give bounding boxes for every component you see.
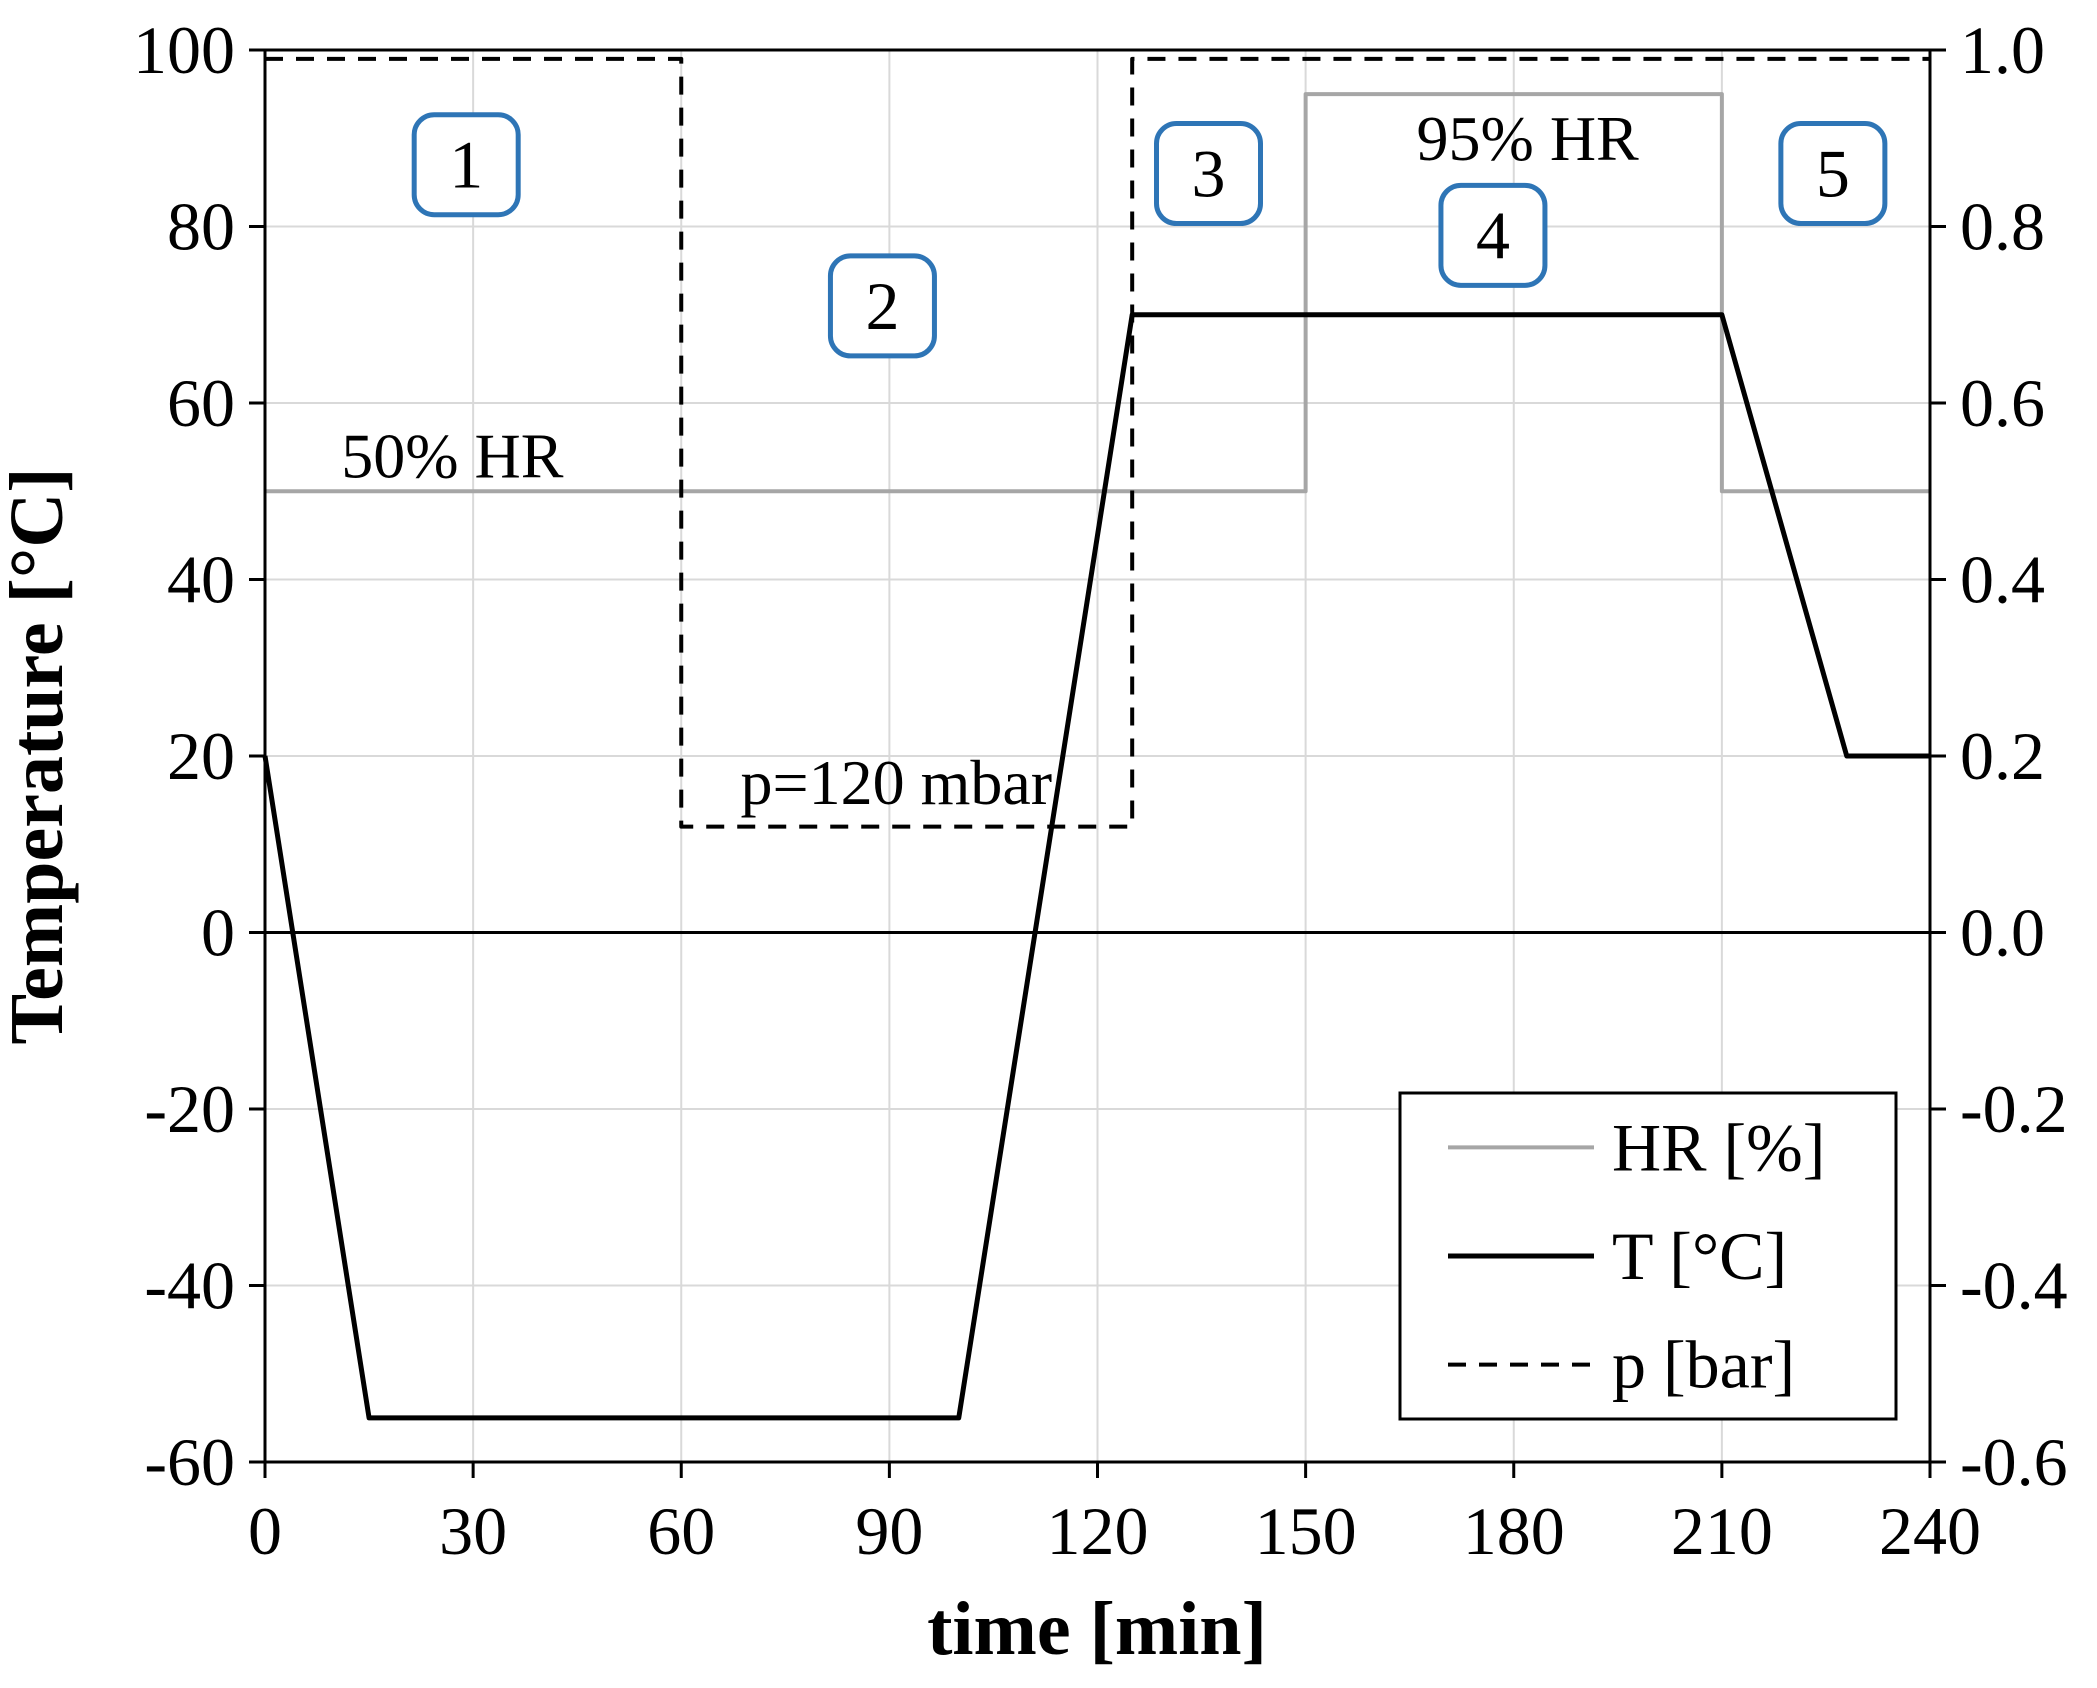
annotation-hr-50: 50% HR [341, 420, 564, 491]
phase-box-3 [1154, 121, 1263, 227]
phase-box-1 [411, 112, 521, 218]
legend-label-t: T [°C] [1612, 1218, 1787, 1294]
x-tick-label: 150 [1255, 1493, 1357, 1569]
left-tick-label: -60 [144, 1424, 235, 1500]
x-tick-label: 0 [248, 1493, 282, 1569]
annotation-p-120: p=120 mbar [741, 747, 1053, 818]
left-tick-label: 100 [133, 12, 235, 88]
right-tick-label: -0.6 [1960, 1424, 2068, 1500]
left-tick-label: -40 [144, 1248, 235, 1324]
x-tick-label: 30 [439, 1493, 507, 1569]
right-tick-label: 1.0 [1960, 12, 2045, 88]
left-tick-label: 80 [167, 189, 235, 265]
x-axis-title: time [min] [927, 1587, 1267, 1671]
annotation-hr-95: 95% HR [1417, 103, 1640, 174]
right-tick-label: -0.2 [1960, 1071, 2068, 1147]
y-axis-title: Temperature [°C] [0, 467, 79, 1044]
phase-label-5: 5 [1816, 136, 1850, 212]
phase-label-4: 4 [1476, 197, 1510, 273]
left-tick-label: 20 [167, 718, 235, 794]
left-tick-label: 40 [167, 542, 235, 618]
right-tick-label: -0.4 [1960, 1248, 2068, 1324]
left-tick-label: 0 [201, 895, 235, 971]
x-tick-label: 240 [1879, 1493, 1981, 1569]
x-tick-label: 60 [647, 1493, 715, 1569]
x-tick-label: 210 [1671, 1493, 1773, 1569]
axis-layer: 100 1.080 0.860 0.640 0.420 0.20 0.0-20 -0.2-40… [133, 12, 2068, 1569]
series-p-line [265, 56, 1930, 829]
x-tick-label: 120 [1047, 1493, 1149, 1569]
phase-box-4 [1438, 182, 1548, 288]
series-layer [262, 56, 1930, 1421]
right-tick-label: 0.2 [1960, 718, 2045, 794]
phase-label-2: 2 [865, 268, 899, 344]
right-tick-label: 0.0 [1960, 895, 2045, 971]
legend-label-hr: HR [%] [1612, 1109, 1825, 1185]
phase-box-5 [1778, 121, 1888, 227]
x-tick-label: 90 [855, 1493, 923, 1569]
right-tick-label: 0.8 [1960, 189, 2045, 265]
right-tick-label: 0.6 [1960, 365, 2045, 441]
phase-label-3: 3 [1192, 136, 1226, 212]
phase-label-1: 1 [449, 127, 483, 203]
phase-box-2 [827, 253, 937, 359]
legend-label-p: p [bar] [1612, 1327, 1795, 1403]
left-tick-label: -20 [144, 1071, 235, 1147]
annotation-layer: 50% HR 95% HR p=120 mbar 1 2 3 4 5 [341, 103, 1888, 818]
right-tick-label: 0.4 [1960, 542, 2045, 618]
legend-layer: HR [%] T [°C] p [bar] [1398, 1091, 1898, 1421]
x-tick-label: 180 [1463, 1493, 1565, 1569]
left-tick-label: 60 [167, 365, 235, 441]
